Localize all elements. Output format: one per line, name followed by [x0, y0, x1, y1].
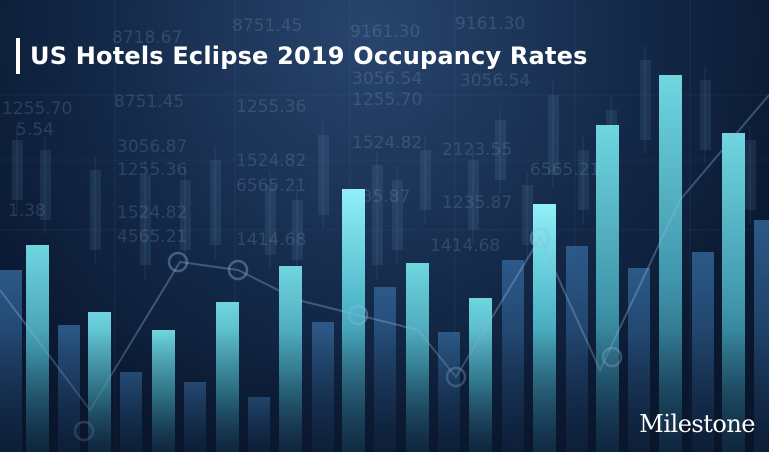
title-accent-bar	[16, 38, 20, 74]
candlestick-body	[210, 160, 221, 245]
candlestick-body	[392, 180, 403, 250]
candlestick-body	[180, 180, 191, 250]
background-number: 1235.87	[340, 187, 411, 207]
candlestick-body	[265, 185, 276, 255]
background-number: 8751.45	[114, 92, 185, 112]
background-number: 9161.30	[350, 22, 421, 42]
background-number: 1255.70	[2, 99, 73, 119]
candlestick-body	[522, 185, 533, 245]
candlestick-body	[90, 170, 101, 250]
page-title: US Hotels Eclipse 2019 Occupancy Rates	[30, 42, 588, 70]
candlestick-body	[745, 140, 756, 210]
background-number: 1255.70	[352, 90, 423, 110]
background-number: 1.38	[8, 201, 46, 221]
candlestick-body	[372, 165, 383, 265]
background-number: 1235.87	[442, 193, 513, 213]
background-number: 1255.36	[236, 97, 307, 117]
candlestick-body	[140, 175, 151, 265]
candlestick-body	[468, 160, 479, 230]
trend-marker	[227, 259, 249, 281]
candlestick-body	[700, 80, 711, 150]
background-number: 6565.21	[530, 160, 601, 180]
background-number: 1524.82	[236, 151, 307, 171]
candlestick-body	[578, 150, 589, 210]
background-number: 4565.21	[117, 227, 188, 247]
background-number: 3056.54	[352, 69, 423, 89]
background-number: 1414.68	[236, 230, 307, 250]
candlestick-body	[420, 150, 431, 210]
candlestick-body	[12, 140, 23, 200]
candlestick-body	[292, 200, 303, 260]
candlestick-body	[548, 95, 559, 175]
background-number: 8751.45	[232, 16, 303, 36]
background-number: 1255.36	[117, 160, 188, 180]
candlestick-body	[318, 135, 329, 215]
bottom-fade	[0, 330, 769, 452]
background-number: 5.54	[16, 120, 54, 140]
brand-logo: Milestone	[639, 410, 755, 438]
background-number: 2123.55	[442, 140, 513, 160]
background-number: 3056.54	[460, 71, 531, 91]
background-number: 6565.21	[236, 176, 307, 196]
background-number: 1524.82	[352, 133, 423, 153]
title-block: US Hotels Eclipse 2019 Occupancy Rates	[16, 38, 588, 74]
trend-marker	[529, 227, 551, 249]
background-candlesticks	[12, 46, 756, 279]
trend-marker	[347, 304, 369, 326]
candlestick-body	[640, 60, 651, 140]
background-number: 1414.68	[430, 236, 501, 256]
candlestick-body	[40, 150, 51, 220]
background-number: 8718.67	[112, 28, 183, 48]
background-number: 1524.82	[117, 203, 188, 223]
trend-marker	[167, 251, 189, 273]
candlestick-body	[495, 120, 506, 180]
background-number: 3056.87	[117, 137, 188, 157]
background-number: 9161.30	[455, 14, 526, 34]
